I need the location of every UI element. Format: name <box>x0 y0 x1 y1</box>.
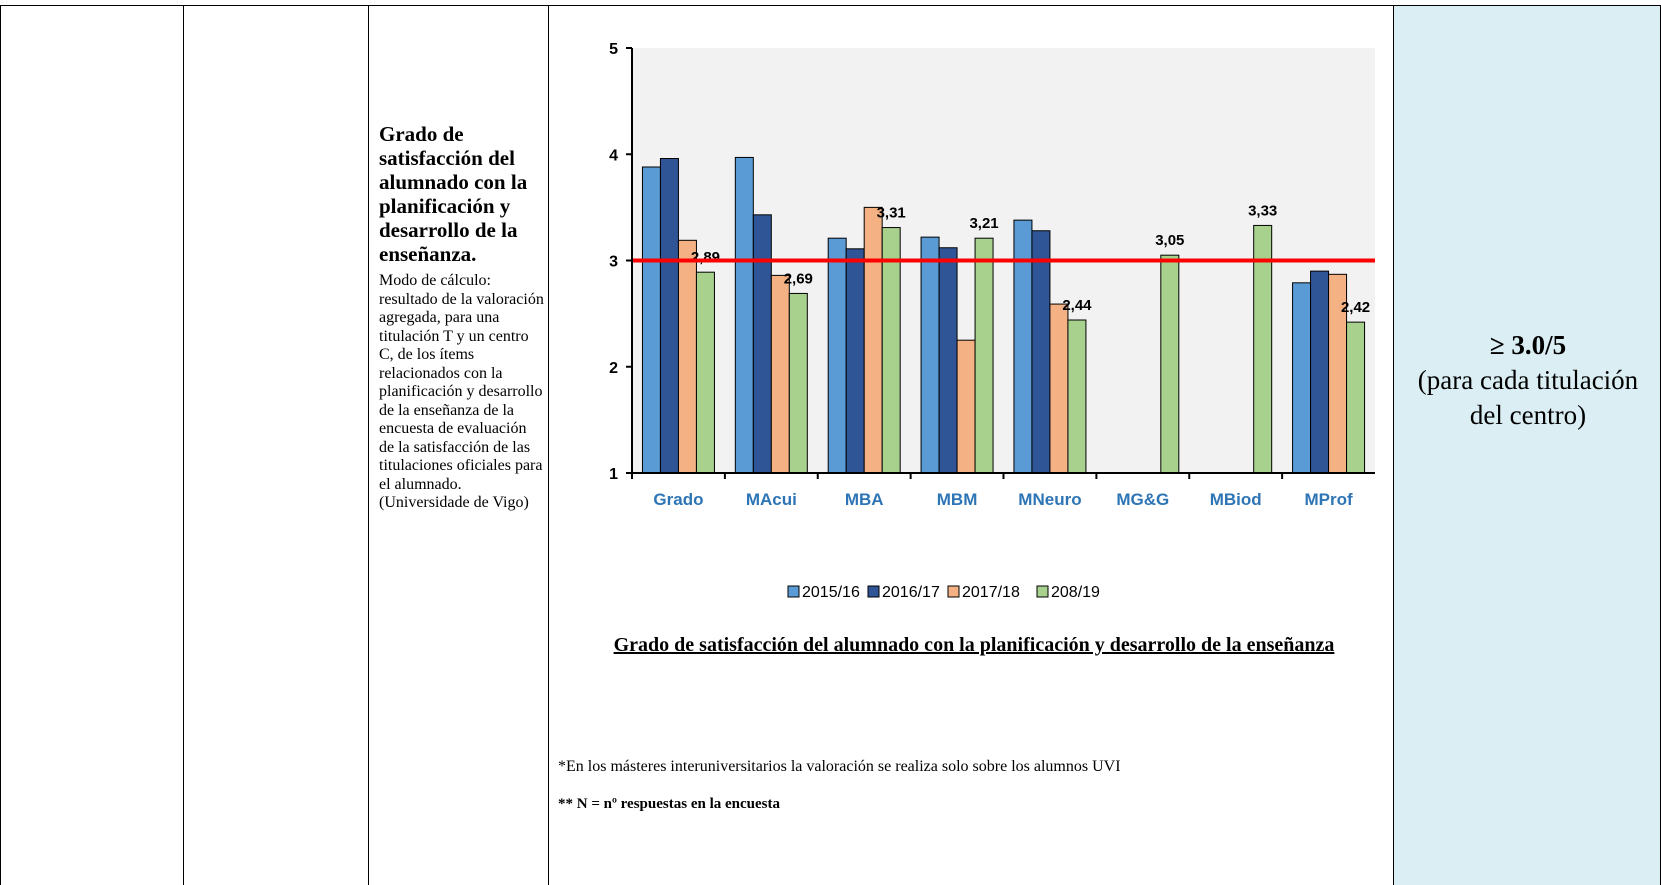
bar <box>1346 321 1366 474</box>
legend-label: 2016/17 <box>882 584 940 601</box>
x-tick-label: MBM <box>937 490 978 509</box>
bar <box>677 239 697 474</box>
data-label: 2,42 <box>1341 299 1370 316</box>
bar <box>1031 230 1051 474</box>
bar <box>641 166 661 474</box>
bar <box>863 206 883 474</box>
bar <box>845 248 865 474</box>
legend-label: 208/19 <box>1051 584 1100 601</box>
bar <box>881 227 901 474</box>
chart-caption: Grado de satisfacción del alumnado con l… <box>613 634 1335 656</box>
bar <box>734 156 754 474</box>
bar <box>788 292 808 474</box>
legend-swatch <box>947 585 960 598</box>
cell <box>0 5 184 885</box>
cell: ≥ 3.0/5 (para cada titulación del centro… <box>1393 5 1661 885</box>
bar <box>1160 254 1180 474</box>
indicator-description: Modo de cálculo: resultado de la valorac… <box>379 272 544 493</box>
chart: 1 2 3 4 5 2,89 2,69 3,31 3,21 2,44 3,05 3,33 2,42 Gra… <box>609 41 1375 601</box>
x-tick-label: MProf <box>1304 490 1353 509</box>
indicator: Grado de satisfacción del alumnado con l… <box>379 122 544 513</box>
bar <box>956 339 976 474</box>
bar <box>1292 282 1312 474</box>
data-label: 3,21 <box>969 215 998 232</box>
data-label: 2,89 <box>691 249 720 266</box>
cell: Grado de satisfacción del alumnado con l… <box>548 5 1394 885</box>
target-note: (para cada titulación del centro) <box>1417 365 1639 430</box>
x-tick-label: MG&G <box>1116 490 1169 509</box>
legend-label: 2017/18 <box>962 584 1020 601</box>
x-tick-label: MBA <box>845 490 884 509</box>
bar <box>1013 219 1033 474</box>
data-label: 2,69 <box>784 270 813 287</box>
data-label: 3,05 <box>1155 232 1184 249</box>
bar <box>695 271 715 474</box>
y-tick-label: 1 <box>609 466 618 483</box>
footnote: *En los másteres interuniversitarios la … <box>558 758 1121 775</box>
data-label: 3,31 <box>877 205 906 222</box>
legend-swatch <box>867 585 880 598</box>
y-tick-label: 2 <box>609 360 618 377</box>
y-tick-label: 5 <box>609 41 618 58</box>
bar <box>974 237 994 474</box>
legend-swatch <box>1036 585 1049 598</box>
y-tick-label: 3 <box>609 254 618 271</box>
bar <box>1067 319 1087 474</box>
x-tick-label: Grado <box>653 490 703 509</box>
indicator-source: (Universidade de Vigo) <box>379 494 529 511</box>
bar <box>827 237 847 474</box>
bar <box>752 214 772 474</box>
x-tick-label: MAcui <box>746 490 797 509</box>
data-label: 2,44 <box>1062 297 1092 314</box>
x-tick-label: MNeuro <box>1018 490 1081 509</box>
bar <box>1310 270 1330 474</box>
legend-label: 2015/16 <box>802 584 860 601</box>
bar <box>1049 303 1069 474</box>
legend-swatch <box>787 585 800 598</box>
bar <box>938 247 958 474</box>
bar <box>770 274 790 474</box>
footnote: ** N = nº respuestas en la encuesta <box>558 796 780 812</box>
target: ≥ 3.0/5 (para cada titulación del centro… <box>1394 328 1661 433</box>
y-tick-label: 4 <box>609 147 618 164</box>
indicator-title: Grado de satisfacción del alumnado con l… <box>379 122 528 266</box>
cell: Grado de satisfacción del alumnado con l… <box>368 5 549 885</box>
x-tick-label: MBiod <box>1210 490 1262 509</box>
data-label: 3,33 <box>1248 202 1277 219</box>
bar <box>920 236 940 474</box>
cell <box>183 5 369 885</box>
bar <box>1253 224 1273 474</box>
bar <box>659 158 679 474</box>
target-value: ≥ 3.0/5 <box>1489 330 1567 360</box>
